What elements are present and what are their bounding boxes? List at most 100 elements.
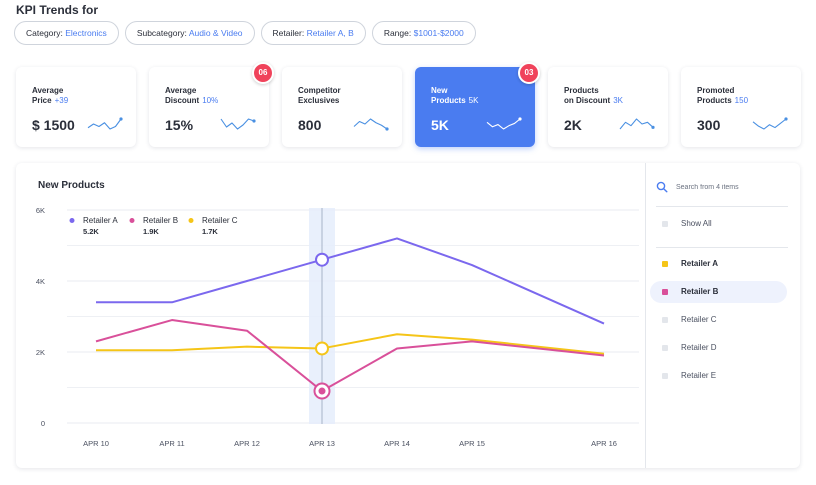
x-tick-label: APR 13 <box>309 439 335 448</box>
y-tick-label: 4K <box>36 277 45 286</box>
kpi-delta: 10% <box>202 96 219 105</box>
chart-title: New Products <box>38 180 105 191</box>
sparkline-icon <box>619 118 655 130</box>
sparkline-path <box>752 118 787 130</box>
sparkline-icon <box>752 117 788 130</box>
kpi-card-competitor-exclusives[interactable]: Competitor Exclusives 800 <box>282 67 402 147</box>
filter-label: Category: <box>26 28 63 38</box>
filter-value: Audio & Video <box>188 28 243 38</box>
kpi-cards: Average Price +39 $ 1500 Average Discount 10… <box>16 62 801 147</box>
series-line-retailer-b[interactable] <box>95 319 605 393</box>
filter-value: Retailer A, B <box>306 28 354 38</box>
search-icon <box>656 181 668 193</box>
option-retailer-a[interactable]: Retailer A <box>650 253 787 275</box>
legend-value: 5.2K <box>83 227 99 236</box>
kpi-card-average-price[interactable]: Average Price +39 $ 1500 <box>16 67 136 147</box>
kpi-label: Products on Discount 3K <box>564 86 624 105</box>
x-tick-label: APR 14 <box>384 439 410 448</box>
filter-subcategory-chip[interactable]: Subcategory: Audio & Video <box>124 21 255 45</box>
sparkline-icon <box>220 118 256 130</box>
legend-value: 1.9K <box>143 227 159 236</box>
sparkline-end-dot <box>385 127 389 131</box>
kpi-label: Competitor Exclusives <box>298 86 341 105</box>
option-label: Retailer D <box>681 343 717 352</box>
kpi-delta: 3K <box>613 96 624 105</box>
hover-marker-dot <box>318 387 326 395</box>
divider <box>656 247 788 248</box>
x-tick-label: APR 12 <box>234 439 260 448</box>
legend-dot <box>69 218 75 223</box>
x-tick-label: APR 11 <box>159 439 184 448</box>
sparkline-icon <box>353 118 389 131</box>
checkbox-icon <box>662 345 668 351</box>
panel-divider <box>645 163 646 468</box>
option-label: Retailer A <box>681 259 719 268</box>
series-search-input[interactable] <box>676 181 791 194</box>
option-show-all[interactable]: Show All <box>650 213 787 235</box>
kpi-label: Promoted Products 150 <box>697 86 749 105</box>
sparkline-icon <box>87 117 123 130</box>
option-retailer-b[interactable]: Retailer B <box>650 281 787 303</box>
sparkline-end-dot <box>784 117 788 121</box>
x-tick-label: APR 10 <box>83 439 109 448</box>
filter-value: $1001-$2000 <box>413 28 464 38</box>
sparkline-path <box>87 118 122 130</box>
legend-dot <box>188 218 194 223</box>
kpi-label: New Products 5K <box>431 86 479 105</box>
y-tick-label: 0 <box>41 419 45 428</box>
legend-label: Retailer A <box>83 216 118 225</box>
filter-category-chip[interactable]: Category: Electronics <box>14 21 119 45</box>
kpi-value: 300 <box>697 117 721 133</box>
hover-marker <box>315 341 329 356</box>
filter-label: Range: <box>383 28 412 38</box>
filter-range-chip[interactable]: Range: $1001-$2000 <box>371 21 476 45</box>
notification-badge: 03 <box>518 62 540 84</box>
legend-label: Retailer C <box>202 216 238 225</box>
x-tick-label: APR 15 <box>459 439 485 448</box>
filter-bar: Category: Electronics Subcategory: Audio… <box>14 21 476 45</box>
legend-dot <box>129 218 135 223</box>
y-tick-label: 6K <box>36 206 45 215</box>
checkbox-icon <box>662 221 668 227</box>
option-label: Retailer B <box>681 287 719 296</box>
hover-marker <box>315 252 329 267</box>
kpi-value: 15% <box>165 117 194 133</box>
kpi-card-products-on-discount[interactable]: Products on Discount 3K 2K <box>548 67 668 147</box>
checkbox-icon <box>662 261 668 267</box>
kpi-card-promoted-products[interactable]: Promoted Products 150 300 <box>681 67 801 147</box>
option-retailer-d[interactable]: Retailer D <box>650 337 787 359</box>
kpi-card-average-discount[interactable]: Average Discount 10% 15% 06 <box>149 62 274 147</box>
sparkline-path <box>353 118 388 130</box>
sparkline-icon <box>486 117 522 130</box>
sparkline-end-dot <box>651 125 655 129</box>
checkbox-icon <box>662 289 668 295</box>
line-chart[interactable]: 0 2K 4K 6K APR 10 APR 11 APR 12 APR 13 APR 14 APR… <box>16 163 645 468</box>
option-label: Retailer E <box>681 371 717 380</box>
option-label: Show All <box>681 219 712 228</box>
kpi-card-new-products[interactable]: New Products 5K 5K 03 <box>415 62 540 147</box>
legend-label: Retailer B <box>143 216 178 225</box>
page-title: KPI Trends for <box>16 3 99 17</box>
option-retailer-c[interactable]: Retailer C <box>650 309 787 331</box>
kpi-label: Average Price +39 <box>32 86 69 105</box>
filter-label: Retailer: <box>272 28 305 38</box>
filter-label: Subcategory: <box>136 28 187 38</box>
series-filter-panel: Show All Retailer A Retailer B Retailer … <box>646 163 800 468</box>
series-line-retailer-c[interactable] <box>96 333 605 355</box>
checkbox-icon <box>662 317 668 323</box>
kpi-label: Average Discount 10% <box>165 86 219 105</box>
kpi-value: $ 1500 <box>32 117 75 133</box>
x-tick-label: APR 16 <box>591 439 617 448</box>
sparkline-path <box>619 118 654 130</box>
filter-retailer-chip[interactable]: Retailer: Retailer A, B <box>260 21 366 45</box>
option-label: Retailer C <box>681 315 717 324</box>
option-retailer-e[interactable]: Retailer E <box>650 365 787 387</box>
filter-value: Electronics <box>65 28 107 38</box>
kpi-value: 2K <box>564 117 582 133</box>
series-search <box>656 181 791 195</box>
legend-value: 1.7K <box>202 227 218 236</box>
kpi-delta: 5K <box>468 96 479 105</box>
checkbox-icon <box>662 373 668 379</box>
notification-badge: 06 <box>252 62 274 84</box>
divider <box>656 206 788 207</box>
